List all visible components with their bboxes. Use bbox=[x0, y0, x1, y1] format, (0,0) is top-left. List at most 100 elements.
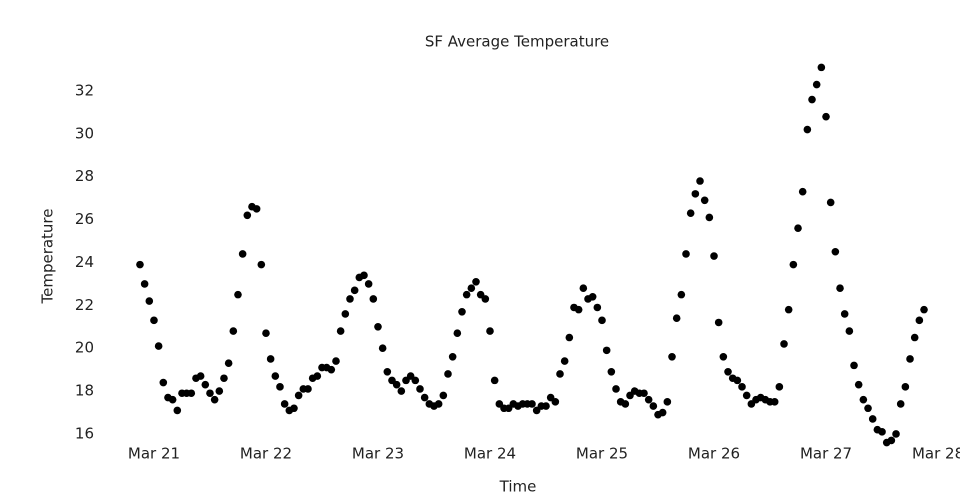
data-point bbox=[276, 383, 284, 391]
data-point bbox=[542, 402, 550, 410]
data-point bbox=[822, 112, 830, 121]
data-point bbox=[896, 400, 905, 408]
x-tick-label: Mar 23 bbox=[352, 445, 404, 463]
data-point bbox=[859, 395, 868, 404]
data-point bbox=[733, 376, 742, 385]
data-point bbox=[257, 260, 266, 269]
data-point bbox=[817, 63, 826, 72]
data-point bbox=[266, 355, 275, 363]
y-tick-label: 16 bbox=[75, 424, 94, 442]
data-point bbox=[892, 430, 900, 438]
data-point bbox=[434, 400, 443, 408]
data-point bbox=[770, 398, 779, 406]
data-point bbox=[238, 250, 247, 258]
data-point bbox=[840, 310, 849, 318]
data-point bbox=[831, 247, 840, 256]
data-point bbox=[850, 361, 858, 370]
data-point bbox=[836, 284, 844, 292]
data-point bbox=[560, 357, 569, 365]
data-point bbox=[854, 380, 863, 389]
data-point bbox=[593, 303, 602, 312]
data-point bbox=[901, 383, 910, 391]
data-point bbox=[845, 327, 854, 335]
x-tick-label: Mar 27 bbox=[800, 445, 852, 463]
data-point bbox=[145, 297, 154, 305]
data-point bbox=[612, 385, 620, 393]
data-point bbox=[201, 380, 210, 389]
data-point bbox=[668, 353, 676, 361]
data-point bbox=[490, 376, 499, 385]
data-point bbox=[579, 284, 588, 292]
data-point bbox=[556, 370, 564, 378]
data-point bbox=[364, 280, 373, 288]
data-point bbox=[915, 316, 924, 325]
chart-title: SF Average Temperature bbox=[425, 33, 609, 51]
data-point bbox=[808, 95, 816, 104]
x-tick-label: Mar 25 bbox=[576, 445, 628, 463]
data-point bbox=[714, 318, 723, 327]
data-point bbox=[360, 271, 368, 280]
data-point bbox=[700, 196, 709, 205]
data-point bbox=[910, 333, 919, 342]
data-point bbox=[481, 295, 490, 303]
x-tick-label: Mar 22 bbox=[240, 445, 292, 463]
data-point bbox=[719, 353, 728, 361]
x-tick-label: Mar 21 bbox=[128, 445, 180, 463]
x-tick-label: Mar 28 bbox=[912, 445, 960, 463]
data-point bbox=[313, 372, 322, 380]
data-point bbox=[784, 305, 793, 314]
x-axis-label: Time bbox=[499, 478, 537, 496]
data-point bbox=[150, 316, 158, 325]
data-point bbox=[812, 80, 821, 89]
data-point bbox=[215, 387, 224, 395]
data-point bbox=[304, 385, 312, 393]
data-point bbox=[649, 402, 658, 410]
data-point bbox=[663, 398, 672, 406]
data-point bbox=[187, 389, 196, 398]
data-point bbox=[686, 209, 695, 217]
data-point bbox=[374, 322, 382, 331]
data-point bbox=[458, 307, 466, 316]
data-point bbox=[803, 125, 812, 134]
data-point bbox=[920, 305, 928, 314]
data-point bbox=[224, 359, 233, 368]
data-point bbox=[336, 327, 345, 335]
data-point bbox=[602, 346, 611, 355]
data-point bbox=[243, 211, 252, 220]
data-point bbox=[906, 355, 914, 363]
data-point bbox=[565, 333, 574, 342]
data-point bbox=[327, 365, 336, 374]
x-tick-label: Mar 24 bbox=[464, 445, 516, 463]
y-tick-label: 20 bbox=[75, 339, 94, 357]
data-point bbox=[742, 391, 751, 400]
y-tick-label: 22 bbox=[75, 296, 94, 314]
data-point bbox=[472, 277, 480, 286]
data-point bbox=[710, 252, 718, 260]
data-point bbox=[397, 387, 406, 395]
data-point bbox=[738, 383, 746, 391]
data-point bbox=[136, 260, 144, 269]
data-point bbox=[826, 198, 835, 207]
x-tick-label: Mar 26 bbox=[688, 445, 740, 463]
data-point bbox=[168, 395, 177, 404]
data-point bbox=[467, 284, 476, 292]
data-point bbox=[294, 391, 303, 400]
data-point bbox=[383, 368, 392, 376]
data-point bbox=[887, 436, 896, 445]
data-point bbox=[140, 280, 149, 288]
data-point bbox=[280, 400, 289, 408]
data-point bbox=[210, 395, 219, 404]
y-tick-label: 18 bbox=[75, 382, 94, 400]
y-tick-label: 28 bbox=[75, 167, 94, 185]
data-point bbox=[598, 316, 606, 325]
data-point bbox=[350, 286, 359, 295]
data-point bbox=[196, 372, 205, 380]
y-tick-label: 24 bbox=[75, 253, 94, 271]
data-point bbox=[369, 295, 378, 303]
data-point bbox=[462, 290, 471, 299]
y-tick-label: 30 bbox=[75, 124, 94, 142]
data-point bbox=[486, 327, 494, 335]
data-point bbox=[444, 370, 452, 378]
data-point bbox=[705, 213, 714, 222]
